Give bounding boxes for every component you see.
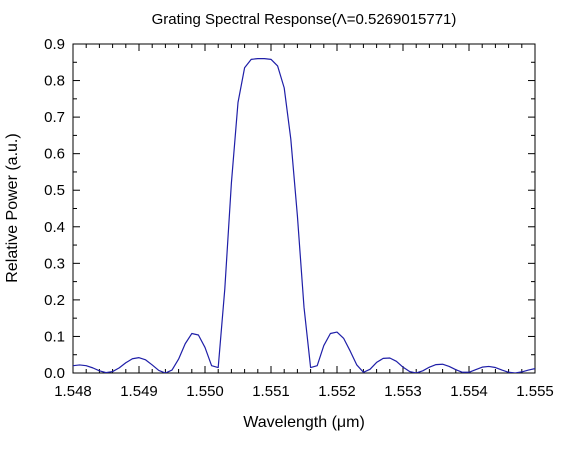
series-line: [73, 58, 535, 373]
x-axis: 1.548 1.549 1.550 1.551 1.552 1.553 1.554 1.555: [54, 44, 554, 400]
y-axis: 0.0 0.1 0.2 0.3 0.4 0.5 0.6 0.7 0.8 0.9: [44, 36, 535, 382]
x-tick-label: 1.554: [450, 383, 488, 400]
x-tick-label: 1.552: [318, 383, 356, 400]
series-layer: [73, 58, 535, 373]
x-tick-label: 1.555: [516, 383, 554, 400]
y-tick-label: 0.1: [44, 328, 65, 345]
y-tick-label: 0.6: [44, 146, 65, 163]
y-tick-label: 0.2: [44, 292, 65, 309]
x-tick-label: 1.548: [54, 383, 92, 400]
y-tick-label: 0.5: [44, 182, 65, 199]
x-tick-label: 1.550: [186, 383, 224, 400]
x-tick-label: 1.549: [120, 383, 158, 400]
y-tick-label: 0.8: [44, 73, 65, 90]
x-tick-label: 1.553: [384, 383, 422, 400]
x-tick-label: 1.551: [252, 383, 290, 400]
y-tick-label: 0.4: [44, 219, 65, 236]
y-tick-label: 0.3: [44, 255, 65, 272]
chart-title: Grating Spectral Response(Λ=0.5269015771…: [152, 11, 457, 28]
y-tick-label: 0.7: [44, 109, 65, 126]
y-tick-label: 0.0: [44, 365, 65, 382]
y-tick-label: 0.9: [44, 36, 65, 53]
y-axis-label: Relative Power (a.u.): [4, 133, 21, 282]
plot-frame: [72, 43, 536, 374]
x-axis-label: Wavelength (μm): [243, 414, 365, 431]
